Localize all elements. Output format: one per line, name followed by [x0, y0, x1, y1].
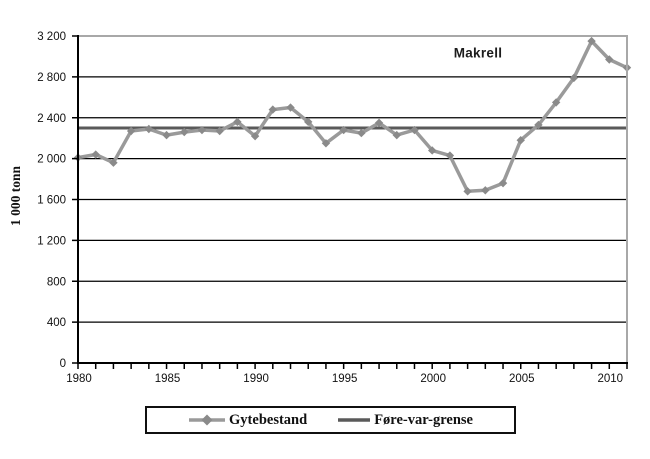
- legend-label-gytebestand: Gytebestand: [229, 411, 308, 428]
- data-point-marker: [268, 105, 278, 114]
- data-point-marker: [250, 131, 260, 141]
- data-point-marker: [162, 130, 171, 140]
- y-tick-label: 3 200: [37, 31, 66, 43]
- data-point-marker: [551, 98, 561, 107]
- thick-line-icon: [338, 418, 371, 422]
- data-point-marker: [392, 130, 401, 140]
- legend-item-gytebestand: Gytebestand: [188, 412, 307, 429]
- x-tick-label: 1995: [332, 373, 358, 385]
- data-point-marker: [463, 187, 472, 196]
- y-tick-label: 2 400: [37, 113, 66, 125]
- x-tick-label: 2000: [420, 373, 446, 385]
- data-point-marker: [144, 124, 154, 134]
- data-point-marker: [126, 126, 136, 136]
- data-point-marker: [286, 103, 295, 112]
- data-point-marker: [339, 125, 348, 135]
- data-point-marker: [233, 117, 242, 127]
- data-point-marker: [91, 150, 100, 159]
- x-tick-label: 2010: [597, 373, 623, 385]
- data-point-marker: [197, 125, 207, 135]
- line-with-diamond-marker-icon: [189, 414, 226, 426]
- data-point-marker: [427, 146, 437, 155]
- y-tick-label: 0: [60, 358, 66, 370]
- data-point-marker: [481, 186, 490, 195]
- data-point-marker: [516, 136, 525, 145]
- y-tick-label: 800: [47, 276, 66, 288]
- y-axis-title: 1 000 tonn: [8, 165, 23, 227]
- series-line: [77, 39, 628, 194]
- y-tick-label: 2 800: [37, 72, 66, 84]
- y-tick-label: 1 600: [37, 195, 66, 207]
- x-tick-label: 2005: [509, 373, 535, 385]
- x-tick-label: 1990: [243, 373, 269, 385]
- data-point-marker: [410, 125, 419, 135]
- x-tick-label: 1980: [66, 373, 92, 385]
- data-point-marker: [304, 117, 313, 127]
- data-point-marker: [374, 118, 384, 128]
- chart-title: Makrell: [453, 45, 503, 61]
- data-point-marker: [605, 55, 614, 64]
- data-point-marker: [534, 120, 543, 130]
- data-point-marker: [569, 73, 579, 83]
- y-tick-label: 1 200: [37, 235, 66, 247]
- data-point-marker: [215, 126, 224, 136]
- x-tick-label: 1985: [155, 373, 181, 385]
- legend-label-fore-var-grense: Føre-var-grense: [374, 411, 473, 428]
- data-point-marker: [321, 139, 331, 148]
- y-tick-label: 2 000: [37, 154, 66, 166]
- data-point-marker: [180, 127, 189, 137]
- legend-box: Gytebestand Føre-var-grense: [145, 406, 516, 434]
- y-tick-label: 400: [47, 317, 66, 329]
- data-point-marker: [498, 178, 508, 188]
- data-point-marker: [109, 158, 118, 167]
- legend-item-fore-var-grense: Føre-var-grense: [337, 412, 473, 429]
- data-point-marker: [445, 151, 455, 160]
- data-point-marker: [587, 36, 596, 46]
- data-point-marker: [357, 128, 366, 138]
